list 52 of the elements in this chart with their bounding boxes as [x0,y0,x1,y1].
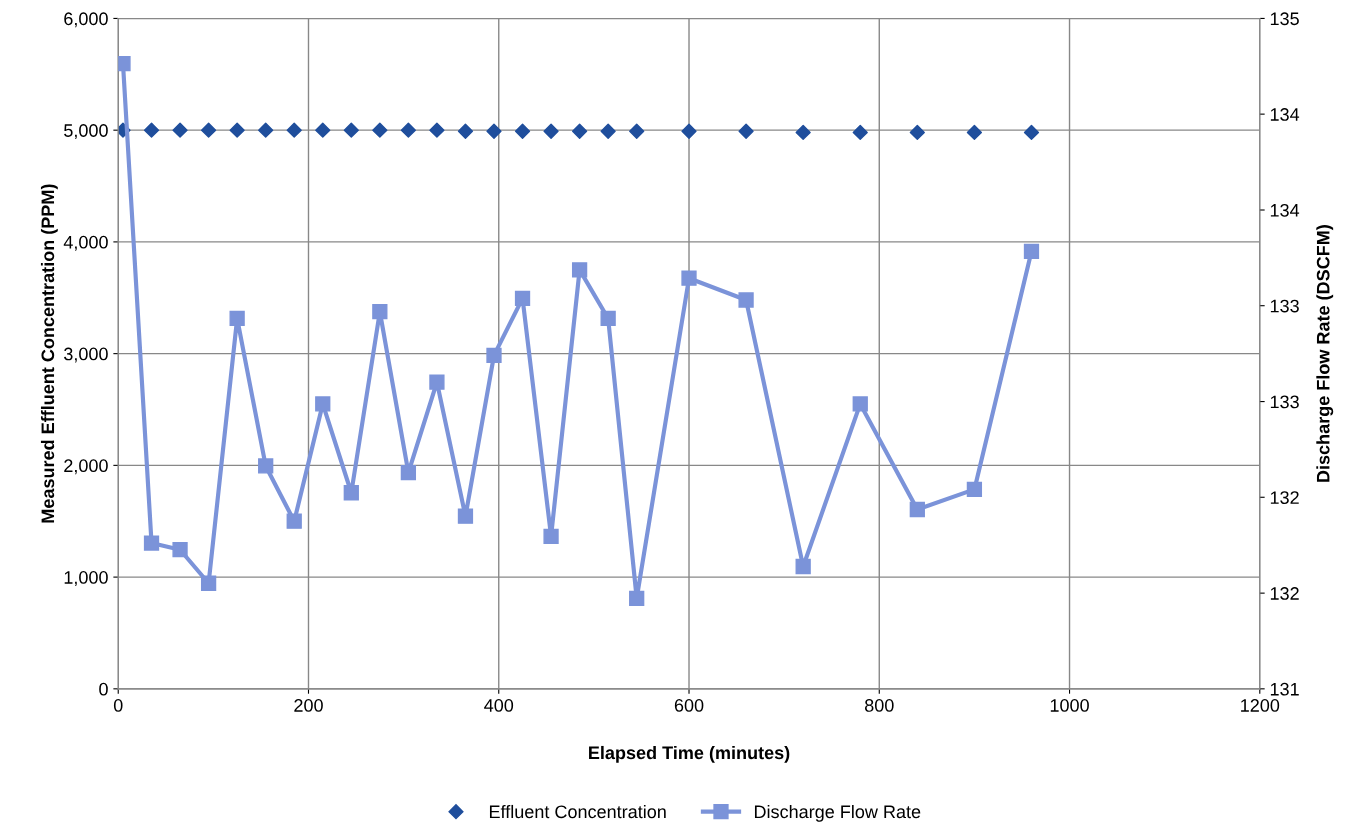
point [571,262,588,278]
x-tick-label: 0 [113,699,123,712]
point [258,458,274,474]
point [172,542,188,558]
y2-axis-title: Discharge Flow Rate (DSCFM) [1316,225,1334,482]
legend-label: Effluent Concentration [489,804,666,819]
y2-tick-label: 133 [1270,299,1299,313]
y2-tick-label: 132 [1270,587,1299,600]
point [600,310,616,327]
point [795,558,811,575]
point [514,290,531,306]
x-axis-title: Elapsed Time (minutes) [589,745,790,763]
y-tick-label: 5,000 [64,124,108,140]
point [457,508,474,524]
y-tick-label: 3,000 [64,347,108,363]
point [1023,243,1040,260]
y2-tick-label: 135 [1270,12,1299,26]
y-tick-label: 1,000 [64,571,108,586]
y2-tick-label: 133 [1270,395,1299,409]
point [372,304,388,320]
x-tick-label: 1000 [1050,699,1089,712]
x-tick-label: 1200 [1241,699,1280,712]
legend-label: Discharge Flow Rate [754,804,921,822]
point [429,374,445,390]
point [629,590,645,606]
y-axis-title: Measured Effluent Concentration (PPM) [40,184,58,523]
x-tick-label: 400 [484,699,514,712]
y-tick-label: 4,000 [63,235,108,251]
point [286,513,302,529]
point [852,396,868,412]
point [343,485,359,501]
y-tick-label: 0 [99,682,108,696]
x-tick-label: 200 [294,699,323,712]
x-tick-label: 600 [674,699,704,712]
point [966,481,983,498]
y2-tick-label: 132 [1270,491,1299,504]
point [681,270,697,286]
point [486,347,502,363]
point [543,528,559,544]
y2-tick-label: 134 [1270,108,1300,121]
point [200,575,217,591]
point [738,292,754,308]
point [143,535,160,551]
point [400,464,417,481]
point [909,501,925,518]
x-tick-label: 800 [865,699,894,712]
y-tick-label: 2,000 [64,459,108,475]
point [315,396,331,412]
point [229,310,245,327]
y2-tick-label: 134 [1270,203,1300,217]
y-tick-label: 6,000 [64,12,108,28]
y2-tick-label: 131 [1270,682,1299,696]
